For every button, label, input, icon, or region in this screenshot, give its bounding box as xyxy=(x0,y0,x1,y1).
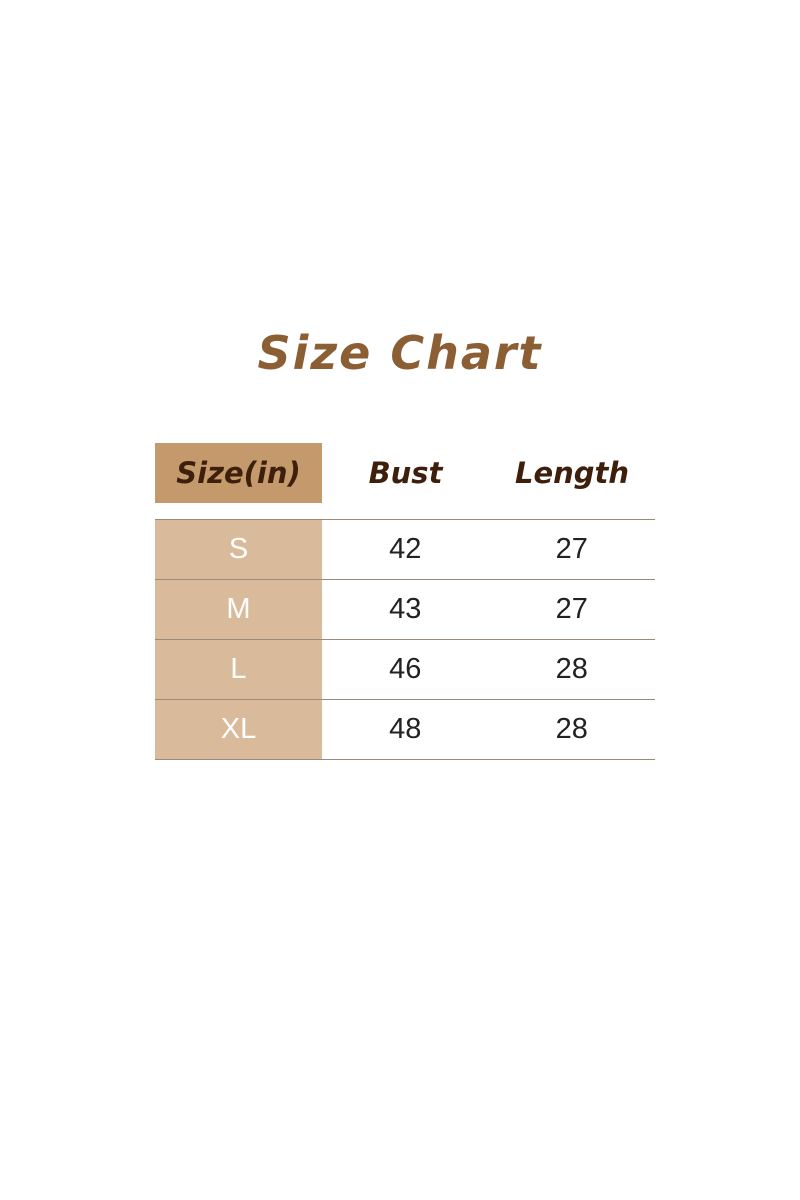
bust-cell: 46 xyxy=(389,653,422,685)
size-table: S 42 27 M 43 27 L 46 28 XL 48 28 xyxy=(155,519,655,760)
header-bust: Bust xyxy=(368,456,443,490)
bust-cell: 42 xyxy=(389,533,422,565)
length-cell: 28 xyxy=(555,713,588,745)
size-cell: L xyxy=(155,640,322,699)
size-cell: S xyxy=(155,520,322,579)
length-cell: 28 xyxy=(555,653,588,685)
table-row: S 42 27 xyxy=(155,519,655,579)
bust-cell: 43 xyxy=(389,593,422,625)
size-cell: XL xyxy=(155,700,322,759)
page-title: Size Chart xyxy=(257,326,543,380)
length-cell: 27 xyxy=(555,593,588,625)
size-cell: M xyxy=(155,580,322,639)
table-row: M 43 27 xyxy=(155,579,655,639)
header-length: Length xyxy=(514,456,630,490)
table-row: XL 48 28 xyxy=(155,699,655,760)
length-cell: 27 xyxy=(555,533,588,565)
header-size: Size(in) xyxy=(155,443,322,503)
table-row: L 46 28 xyxy=(155,639,655,699)
bust-cell: 48 xyxy=(389,713,422,745)
